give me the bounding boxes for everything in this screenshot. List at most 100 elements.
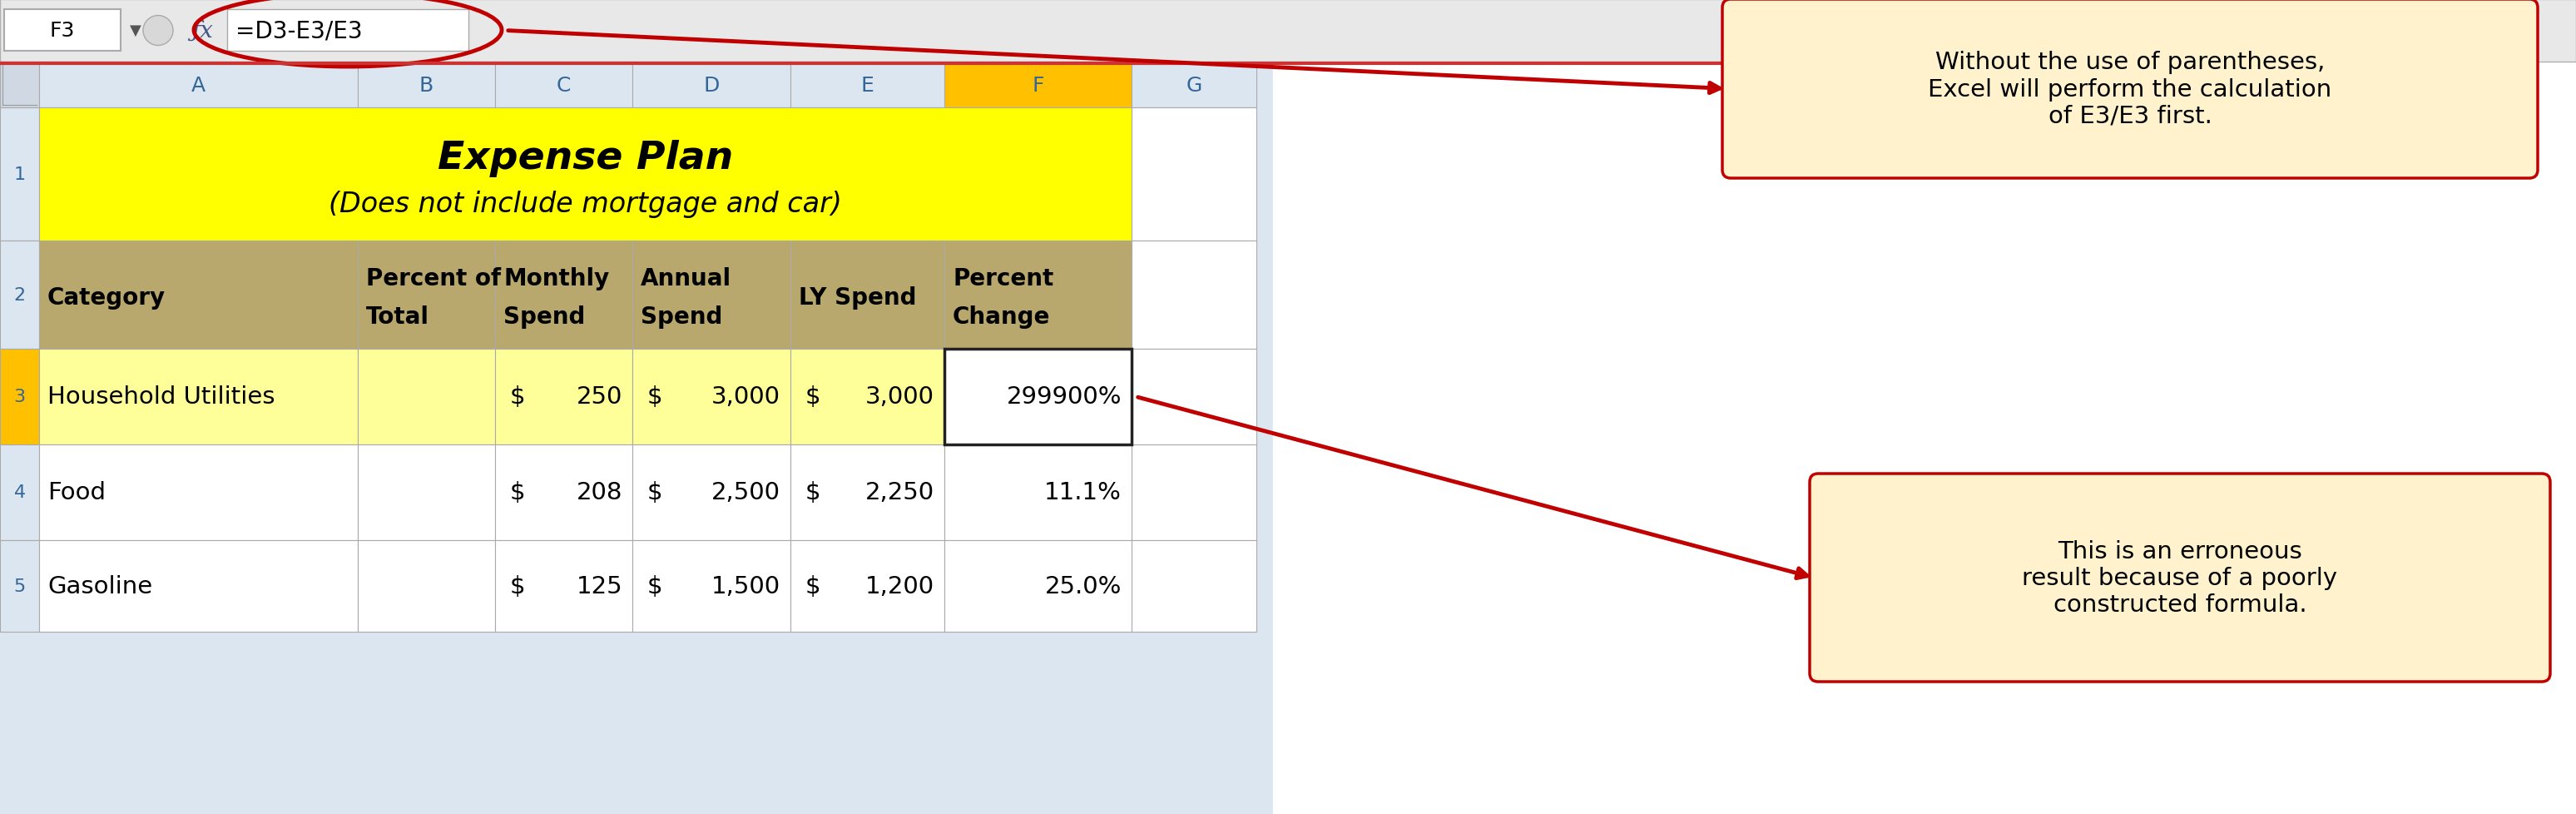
- Text: 299900%: 299900%: [1007, 385, 1121, 409]
- Text: LY Spend: LY Spend: [799, 286, 917, 309]
- Text: C: C: [556, 75, 572, 95]
- Text: Category: Category: [46, 286, 165, 309]
- Bar: [39, 444, 358, 540]
- Text: 25.0%: 25.0%: [1046, 575, 1121, 597]
- Bar: [0, 444, 39, 540]
- FancyBboxPatch shape: [1723, 0, 2537, 179]
- Text: =D3-E3/E3: =D3-E3/E3: [234, 19, 363, 42]
- Bar: [495, 349, 631, 444]
- Bar: [358, 241, 495, 349]
- Text: $: $: [510, 385, 526, 409]
- Bar: [39, 241, 358, 349]
- Bar: [358, 540, 495, 632]
- Text: $: $: [647, 385, 662, 409]
- Text: Monthly: Monthly: [502, 267, 611, 291]
- Text: Percent: Percent: [953, 267, 1054, 291]
- Bar: [5, 10, 121, 51]
- Text: $: $: [806, 385, 822, 409]
- Bar: [945, 349, 1131, 444]
- Bar: [945, 540, 1131, 632]
- Text: Food: Food: [46, 481, 106, 505]
- Bar: [0, 241, 39, 349]
- Text: 2,250: 2,250: [866, 481, 935, 505]
- Text: 1,500: 1,500: [711, 575, 781, 597]
- Text: Spend: Spend: [641, 305, 721, 328]
- Text: This is an erroneous
result because of a poorly
constructed formula.: This is an erroneous result because of a…: [2022, 540, 2336, 616]
- FancyBboxPatch shape: [1811, 474, 2550, 682]
- Text: Change: Change: [953, 305, 1051, 328]
- Bar: [39, 63, 358, 108]
- Text: G: G: [1185, 75, 1203, 95]
- Text: 1,200: 1,200: [866, 575, 935, 597]
- Text: $: $: [647, 575, 662, 597]
- Text: $: $: [647, 481, 662, 505]
- Text: (Does not include mortgage and car): (Does not include mortgage and car): [330, 190, 842, 217]
- Bar: [631, 444, 791, 540]
- Bar: [1131, 108, 1257, 241]
- Bar: [495, 241, 631, 349]
- Text: D: D: [703, 75, 719, 95]
- Text: ▼: ▼: [129, 24, 142, 38]
- Bar: [631, 349, 791, 444]
- Text: $: $: [806, 575, 822, 597]
- Bar: [631, 63, 791, 108]
- Text: 2: 2: [13, 287, 26, 304]
- Text: Spend: Spend: [502, 305, 585, 328]
- Text: A: A: [191, 75, 206, 95]
- Bar: [1131, 63, 1257, 108]
- Bar: [0, 540, 39, 632]
- Bar: [1131, 540, 1257, 632]
- Bar: [495, 63, 631, 108]
- Text: 1: 1: [13, 166, 26, 183]
- Bar: [0, 108, 39, 241]
- Bar: [358, 63, 495, 108]
- Text: Household Utilities: Household Utilities: [46, 385, 276, 409]
- Text: B: B: [420, 75, 433, 95]
- Bar: [791, 349, 945, 444]
- Bar: [227, 10, 469, 51]
- Text: 5: 5: [13, 578, 26, 594]
- Text: Gasoline: Gasoline: [46, 575, 152, 597]
- Bar: [495, 444, 631, 540]
- Bar: [39, 349, 358, 444]
- Text: ƒx: ƒx: [191, 20, 214, 42]
- Text: $: $: [510, 575, 526, 597]
- Bar: [631, 540, 791, 632]
- Text: Expense Plan: Expense Plan: [438, 140, 734, 177]
- Text: Annual: Annual: [641, 267, 732, 291]
- Bar: [791, 63, 945, 108]
- Bar: [1131, 444, 1257, 540]
- Bar: [1273, 0, 2576, 814]
- Text: 11.1%: 11.1%: [1043, 481, 1121, 505]
- Bar: [1131, 349, 1257, 444]
- Bar: [0, 349, 39, 444]
- Text: E: E: [860, 75, 873, 95]
- Bar: [945, 444, 1131, 540]
- Bar: [631, 241, 791, 349]
- Text: Percent of: Percent of: [366, 267, 500, 291]
- Text: $: $: [806, 481, 822, 505]
- Bar: [945, 349, 1131, 444]
- Bar: [358, 444, 495, 540]
- Bar: [0, 0, 2576, 63]
- Bar: [945, 63, 1131, 108]
- Bar: [39, 540, 358, 632]
- Text: 208: 208: [577, 481, 623, 505]
- Bar: [0, 63, 39, 108]
- Bar: [495, 540, 631, 632]
- Text: Total: Total: [366, 305, 430, 328]
- Circle shape: [144, 16, 173, 46]
- Text: 3,000: 3,000: [866, 385, 935, 409]
- Text: 4: 4: [13, 484, 26, 501]
- Text: F3: F3: [49, 21, 75, 41]
- Bar: [39, 108, 1131, 241]
- Text: 3,000: 3,000: [711, 385, 781, 409]
- Bar: [791, 540, 945, 632]
- Text: 250: 250: [577, 385, 623, 409]
- Bar: [1131, 241, 1257, 349]
- Text: F: F: [1033, 75, 1043, 95]
- Text: 2,500: 2,500: [711, 481, 781, 505]
- Bar: [0, 0, 1273, 814]
- Bar: [945, 241, 1131, 349]
- Text: 3: 3: [13, 389, 26, 405]
